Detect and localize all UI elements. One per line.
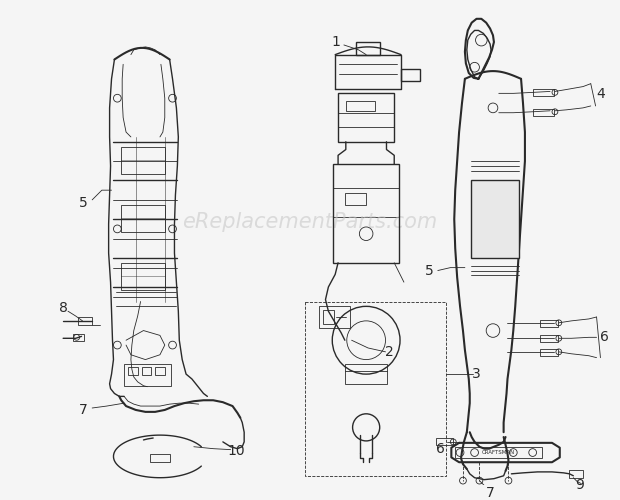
Bar [338, 94, 394, 142]
Bar [141, 368, 151, 375]
Bar [541, 336, 558, 342]
Bar [333, 164, 399, 263]
Text: 5: 5 [425, 264, 433, 278]
Text: 2: 2 [385, 345, 394, 359]
Bar [78, 317, 92, 324]
Text: 1: 1 [332, 35, 340, 49]
Bar [356, 42, 379, 54]
Text: 6: 6 [436, 442, 445, 456]
Bar [436, 438, 453, 445]
Bar [533, 109, 554, 116]
Text: 4: 4 [596, 88, 605, 102]
Bar [319, 306, 350, 328]
Bar [345, 364, 388, 384]
Bar [471, 180, 519, 258]
Bar [569, 470, 583, 478]
Bar [122, 146, 165, 174]
Bar [345, 193, 366, 204]
Text: 6: 6 [600, 330, 609, 344]
Bar [455, 446, 542, 458]
Bar [150, 454, 170, 462]
Bar [73, 334, 84, 341]
Text: 7: 7 [485, 486, 494, 500]
Bar [541, 320, 558, 326]
Text: 7: 7 [79, 403, 88, 417]
Bar [122, 204, 165, 232]
Text: 9: 9 [575, 478, 583, 492]
Bar [124, 364, 170, 386]
Bar [155, 368, 165, 375]
Text: 3: 3 [472, 367, 481, 381]
Bar [533, 90, 554, 96]
Bar [122, 263, 165, 290]
Bar [322, 310, 334, 324]
Bar [541, 349, 558, 356]
Bar [346, 101, 375, 111]
Text: CRAFTSMAN: CRAFTSMAN [482, 450, 515, 455]
Bar [128, 368, 138, 375]
Text: eReplacementParts.com: eReplacementParts.com [182, 212, 438, 232]
Bar [305, 302, 446, 476]
Text: 10: 10 [228, 444, 246, 458]
Text: 8: 8 [59, 302, 68, 316]
Text: 5: 5 [79, 196, 88, 210]
Bar [401, 69, 420, 81]
